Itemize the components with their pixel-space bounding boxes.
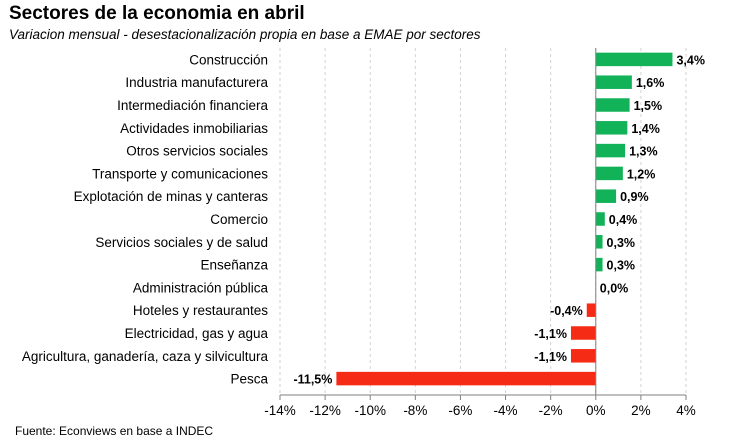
data-label: 1,6% [636,76,665,90]
category-label: Otros servicios sociales [126,144,268,159]
category-label: Agricultura, ganadería, caza y silvicult… [22,349,269,364]
data-label: -1,1% [534,327,567,341]
x-tick-label: -6% [448,403,472,418]
data-label: 1,2% [627,167,656,181]
x-tick-label: -12% [309,403,341,418]
data-label: -11,5% [293,373,332,387]
x-tick-label: 4% [676,403,696,418]
category-label: Administración pública [133,280,269,295]
x-tick-label: -14% [264,403,296,418]
x-tick-label: 0% [586,403,606,418]
bar [570,349,596,363]
category-label: Comercio [210,212,268,227]
bar [595,52,673,67]
category-label: Construcción [189,52,268,67]
bar [336,371,596,386]
category-label: Actividades inmobiliarias [120,121,268,136]
x-tick-label: 2% [631,403,651,418]
bar [595,235,603,249]
bar [595,75,632,89]
data-label: 1,5% [634,99,663,113]
category-label: Hoteles y restaurantes [133,303,268,318]
bar [595,121,628,135]
category-label: Explotación de minas y canteras [74,189,269,204]
bar [586,303,596,317]
bar [595,189,617,203]
data-label: 1,4% [631,122,660,136]
bar [570,326,596,340]
data-label: 3,4% [676,53,705,67]
bar [595,212,605,226]
data-label: 0,0% [600,281,629,295]
category-label: Electricidad, gas y agua [125,326,269,341]
chart-subtitle: Variacion mensual - desestacionalización… [9,27,481,42]
data-label: -0,4% [550,304,583,318]
category-label: Intermediación financiera [117,98,268,113]
x-tick-label: -10% [354,403,386,418]
category-label: Enseñanza [200,258,268,273]
bar [595,257,603,272]
category-label: Servicios sociales y de salud [95,235,268,250]
data-label: 0,3% [607,236,636,250]
data-label: -1,1% [534,350,567,364]
category-label: Pesca [230,372,268,387]
data-label: 1,3% [629,145,658,159]
data-label: 0,4% [609,213,638,227]
category-label: Transporte y comunicaciones [92,166,268,181]
source-note: Fuente: Econviews en base a INDEC [15,424,214,438]
bar [595,166,623,181]
x-tick-label: -8% [403,403,427,418]
x-tick-label: -2% [539,403,563,418]
bar [595,143,626,158]
data-label: 0,9% [620,190,649,204]
x-tick-label: -4% [494,403,518,418]
category-label: Industria manufacturera [125,75,268,90]
bar [595,98,630,112]
chart-title: Sectores de la economia en abril [9,3,305,24]
data-label: 0,3% [607,259,636,273]
